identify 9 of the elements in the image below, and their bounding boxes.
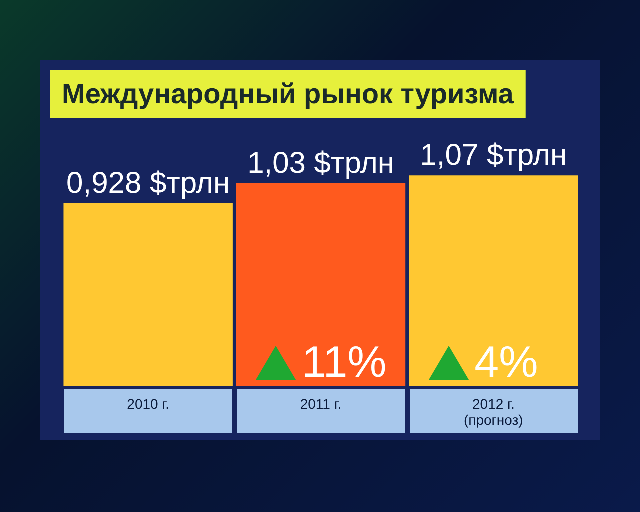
x-tick-label: 2012 г. (прогноз) <box>464 396 524 428</box>
x-tick-label: 2010 г. <box>127 396 170 412</box>
data-label: 0,928 $трлн <box>66 166 230 200</box>
data-label: 1,03 $трлн <box>248 146 394 180</box>
data-label: 1,07 $трлн <box>420 139 568 172</box>
annotation: 11% <box>302 338 387 388</box>
annotation: 4% <box>474 338 538 388</box>
x-tick-label: 2011 г. <box>300 396 342 412</box>
chart-title: Международный рынок туризма <box>62 78 514 110</box>
